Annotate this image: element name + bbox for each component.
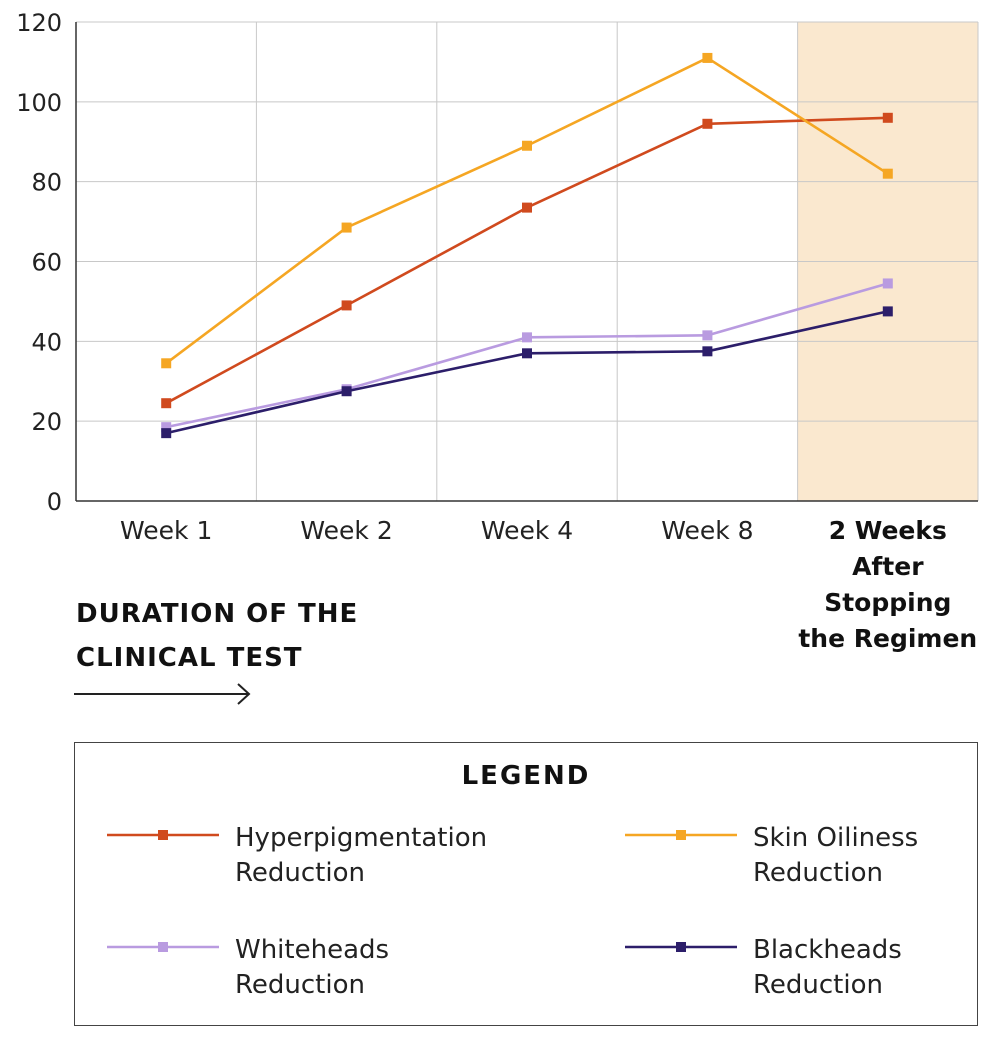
y-axis-tick-labels: 0 20 40 60 80 100 120 [16,9,62,516]
x-tick-label-line: the Regimen [798,624,977,653]
legend-label-line: Reduction [235,970,365,1000]
data-point-marker [702,118,713,129]
data-point-marker [341,300,352,311]
x-tick-label: Week 1 [120,516,212,545]
data-point-marker [522,202,532,213]
legend-swatch-marker [158,942,168,952]
y-tick-label: 80 [31,169,62,197]
data-point-marker [161,422,172,433]
data-point-marker [161,398,172,409]
x-axis-caption-line-1: DURATION OF THE [76,599,359,629]
legend-label-line: Skin Oiliness [753,823,919,853]
series-lines [161,52,893,439]
legend-item: Hyperpigmentation Reduction [107,821,527,901]
legend-label-line: Whiteheads [235,935,390,965]
legend-label-line: Reduction [753,858,883,888]
data-point-marker [341,386,352,397]
data-point-marker [161,428,172,439]
legend-item: Whiteheads Reduction [107,933,527,1013]
legend-label: Skin Oiliness Reduction [753,821,1000,891]
data-point-marker [882,168,893,179]
x-tick-label-line: Week 4 [481,516,573,545]
data-point-marker [341,222,352,233]
line-chart: 0 20 40 60 80 100 120 Week 1 Week 2 Week 4 Week 8… [16,9,979,653]
legend-swatch-marker [676,830,686,840]
legend-item: Blackheads Reduction [625,933,1000,1013]
series-line [165,310,889,435]
legend-label-line: Reduction [753,970,883,1000]
x-tick-label: 2 Weeks After Stopping the Regimen [798,516,977,653]
data-point-marker [702,330,713,341]
x-tick-label-line: After [852,552,924,581]
legend-swatch [107,830,219,840]
data-point-marker [882,278,893,289]
legend-swatch [625,942,737,952]
x-axis-caption-line-2: CLINICAL TEST [76,643,303,673]
x-tick-label-line: 2 Weeks [829,516,947,545]
x-tick-label-line: Stopping [824,588,951,617]
legend-swatch [107,942,219,952]
series-line [165,116,888,405]
data-point-marker [161,358,172,369]
legend-box: LEGEND Hyperpigmentation Reduction Skin Oi… [74,742,978,1026]
x-tick-label: Week 4 [481,516,573,545]
legend-label: Hyperpigmentation Reduction [235,821,535,891]
y-tick-label: 40 [31,328,62,356]
axes [75,22,978,502]
legend-swatch-marker [158,830,168,840]
y-tick-label: 60 [31,249,62,277]
x-axis-caption: DURATION OF THE CLINICAL TEST [76,592,456,680]
data-point-marker [522,140,532,151]
legend-item: Skin Oiliness Reduction [625,821,1000,901]
y-tick-label: 20 [31,408,62,436]
right-arrow-icon [74,683,251,705]
data-point-marker [882,112,893,123]
legend-label-line: Reduction [235,858,365,888]
x-axis-tick-labels: Week 1 Week 2 Week 4 Week 8 2 Weeks After Stop… [120,516,977,653]
y-tick-label: 0 [47,488,62,516]
legend-label: Whiteheads Reduction [235,933,535,1003]
legend-label: Blackheads Reduction [753,933,1000,1003]
data-point-marker [522,348,532,359]
data-point-marker [702,346,713,357]
legend-swatch-marker [676,942,686,952]
legend-label-line: Blackheads [753,935,902,965]
y-tick-label: 100 [16,89,62,117]
x-tick-label-line: Week 8 [661,516,753,545]
x-tick-label-line: Week 2 [300,516,392,545]
x-tick-label-line: Week 1 [120,516,212,545]
x-tick-label: Week 2 [300,516,392,545]
data-point-marker [522,332,532,343]
data-point-marker [702,52,713,63]
legend-swatch [625,830,737,840]
legend-label-line: Hyperpigmentation [235,823,488,853]
y-tick-label: 120 [16,9,62,37]
series-hyperpigmentation-reduction [161,112,893,409]
legend-title: LEGEND [461,761,591,791]
data-point-marker [882,306,893,317]
x-tick-label: Week 8 [661,516,753,545]
series-skin-oiliness-reduction [161,52,893,369]
series-blackheads-reduction [161,306,893,439]
